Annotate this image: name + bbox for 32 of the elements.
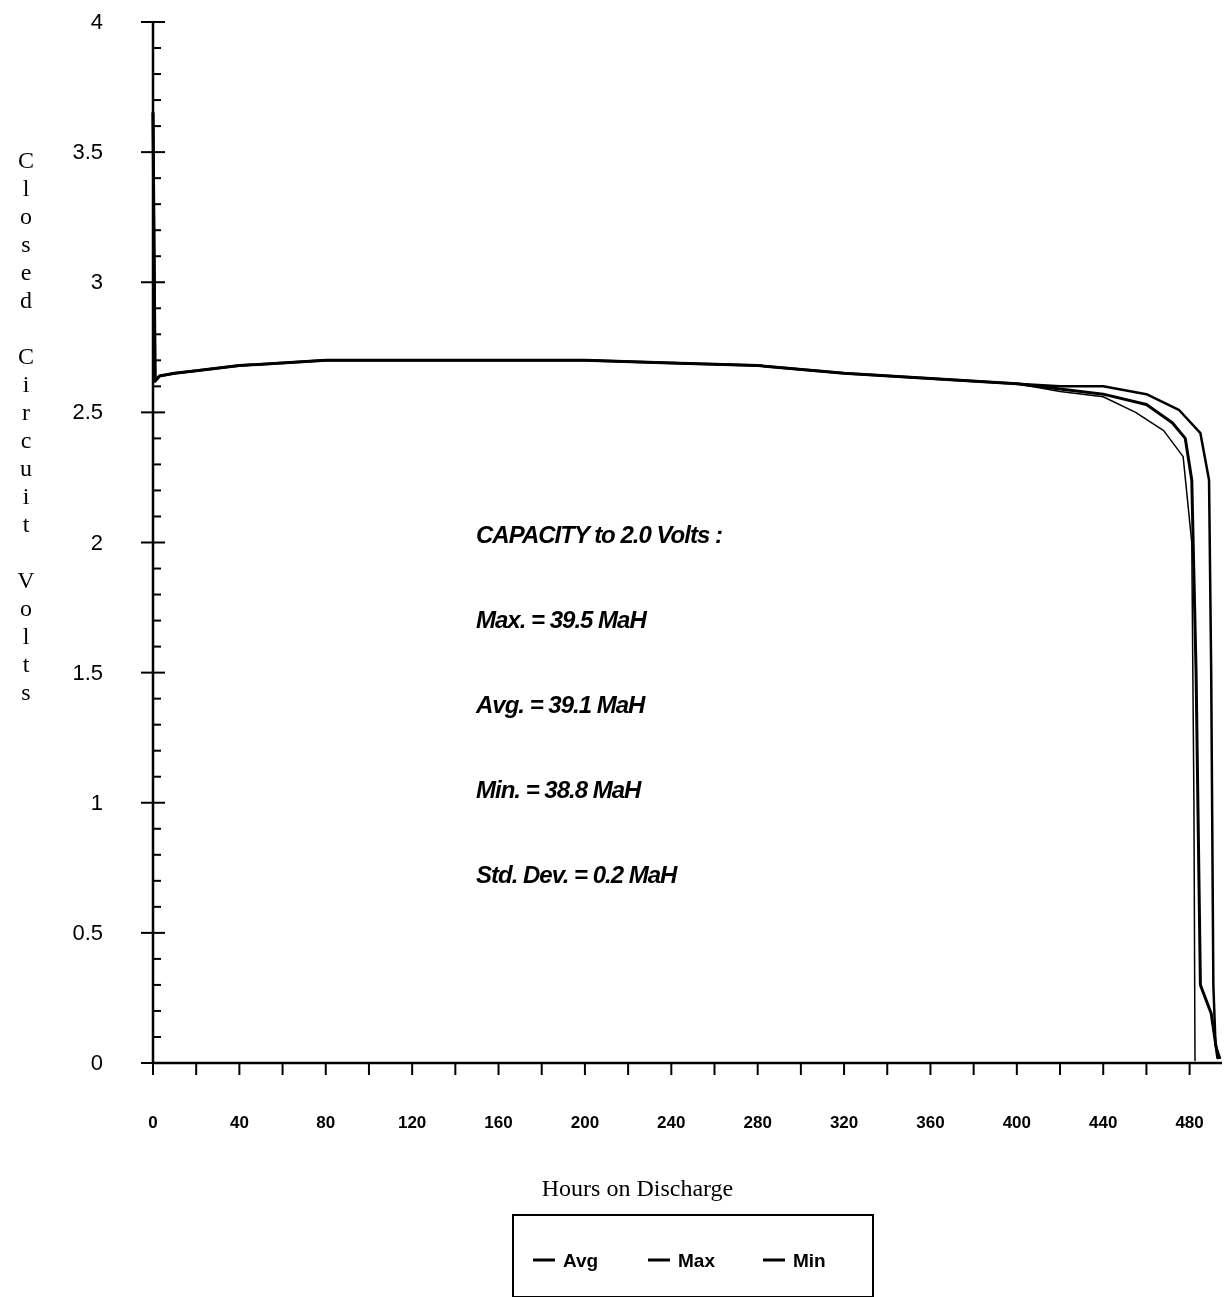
x-tick-label: 80 <box>316 1113 336 1132</box>
x-tick-label: 280 <box>743 1113 772 1132</box>
y-tick-label: 2 <box>90 529 103 555</box>
x-tick-label: 440 <box>1089 1113 1118 1132</box>
annotation: Avg. = 39.1 MaH <box>475 691 647 718</box>
annotation: CAPACITY to 2.0 Volts : <box>476 521 722 548</box>
x-tick-label: 200 <box>570 1113 600 1132</box>
y-tick-label: 0 <box>90 1050 103 1075</box>
x-tick-label: 240 <box>657 1113 686 1132</box>
y-tick-label: 0.5 <box>72 919 103 945</box>
x-tick-label: 480 <box>1175 1113 1204 1132</box>
legend-label: Min <box>793 1250 826 1271</box>
x-tick-label: 360 <box>916 1113 945 1132</box>
y-tick-label: 3.5 <box>72 139 103 165</box>
x-tick-label: 400 <box>1002 1113 1032 1132</box>
x-axis-title: Hours on Discharge <box>541 1175 734 1201</box>
x-tick-label: 0 <box>148 1113 158 1132</box>
x-tick-label: 120 <box>397 1113 427 1132</box>
annotation: Min. = 38.8 MaH <box>476 776 643 803</box>
y-tick-label: 3 <box>90 269 103 295</box>
y-tick-label: 1 <box>90 789 103 815</box>
x-tick-label: 160 <box>484 1113 513 1132</box>
x-tick-label: 320 <box>829 1113 859 1132</box>
legend-label: Avg <box>563 1250 599 1271</box>
x-tick-label: 40 <box>229 1113 249 1132</box>
annotation: Max. = 39.5 MaH <box>476 606 648 633</box>
y-tick-label: 2.5 <box>72 399 103 425</box>
annotation: Std. Dev. = 0.2 MaH <box>476 861 679 888</box>
y-tick-label: 1.5 <box>72 659 103 685</box>
y-tick-label: 4 <box>90 9 103 34</box>
legend-label: Max <box>678 1250 716 1271</box>
text: Closed Circuit Volts <box>17 147 35 705</box>
